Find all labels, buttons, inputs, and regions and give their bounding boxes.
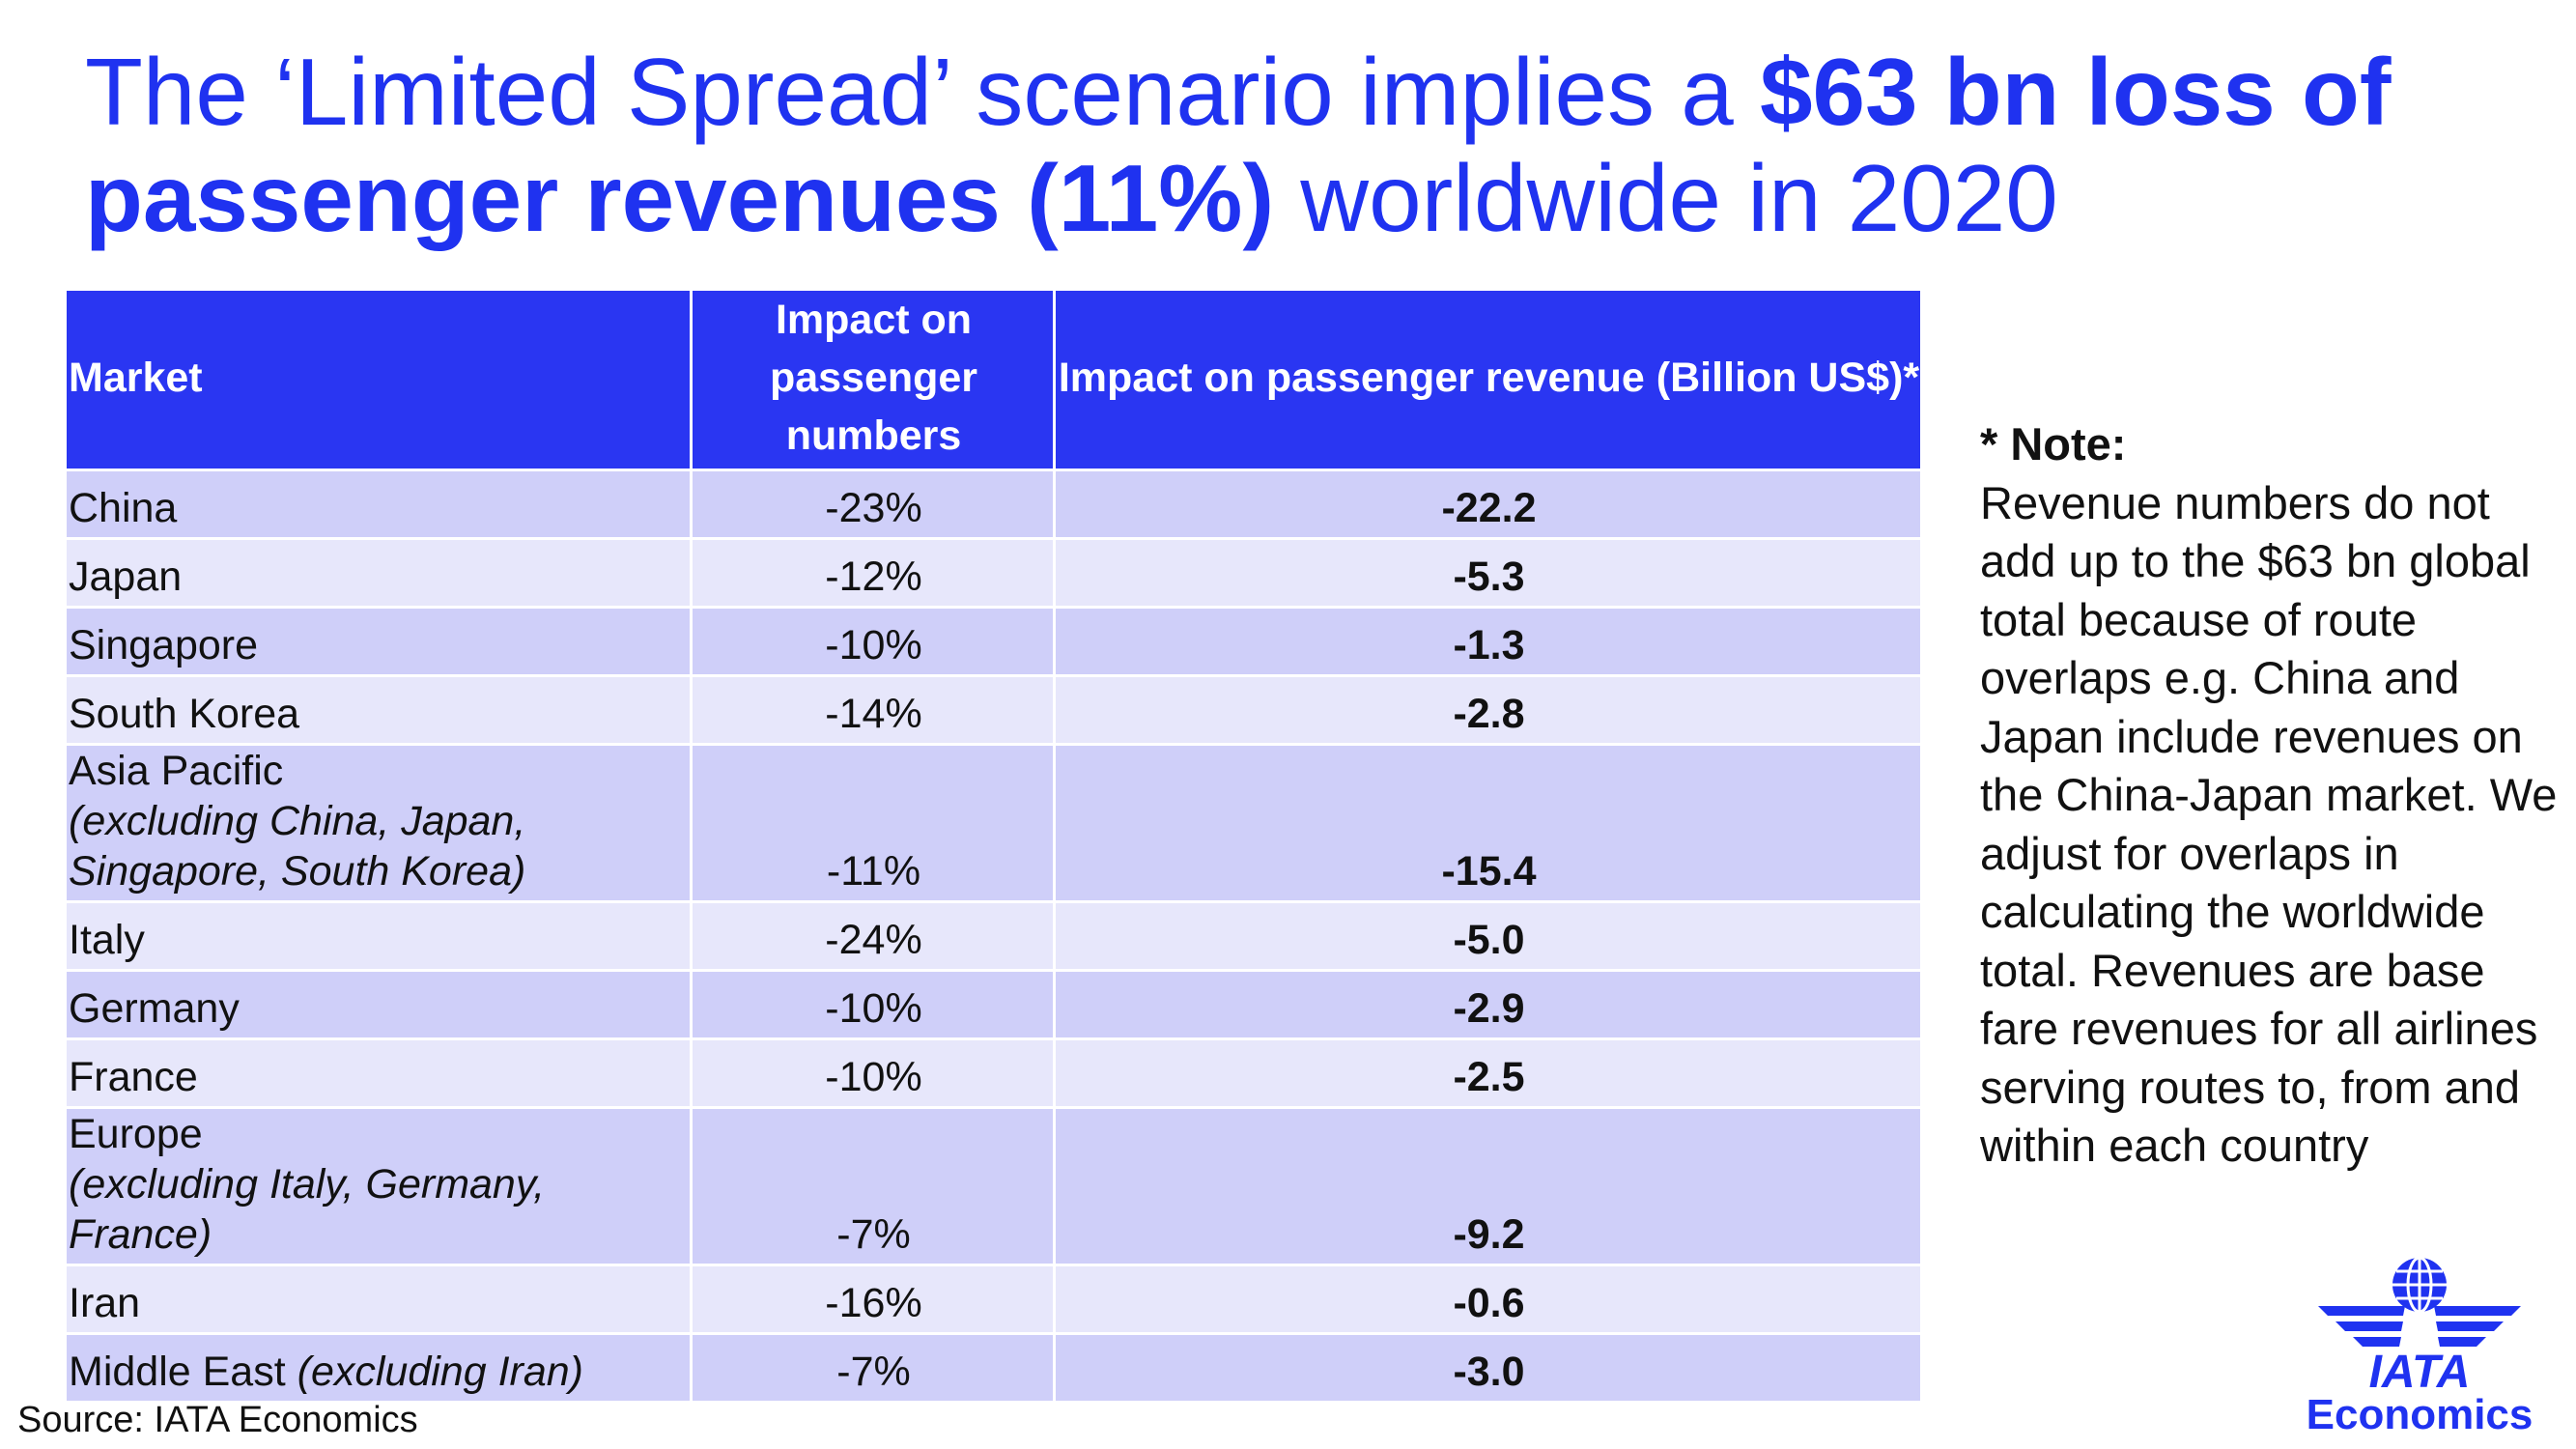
note-heading: * Note: bbox=[1980, 418, 2127, 469]
iata-globe-wings-icon: IATA bbox=[2318, 1256, 2521, 1391]
cell-passenger-numbers: -10% bbox=[690, 1037, 1056, 1109]
page-title: The ‘Limited Spread’ scenario implies a … bbox=[85, 39, 2500, 251]
table-row: Japan -12% -5.3 bbox=[64, 537, 1923, 609]
table-row: South Korea -14% -2.8 bbox=[64, 674, 1923, 746]
cell-passenger-revenue: -2.8 bbox=[1053, 674, 1923, 746]
table-body: China -23% -22.2 Japan -12% -5.3 Singapore -10%… bbox=[64, 469, 1923, 1404]
market-name: Middle East bbox=[69, 1349, 286, 1395]
cell-market: Europe (excluding Italy, Germany, France) bbox=[64, 1106, 693, 1266]
cell-market: Japan bbox=[64, 537, 693, 609]
cell-passenger-revenue: -22.2 bbox=[1053, 469, 1923, 540]
table-header-row: Market Impact on passenger numbers Impac… bbox=[64, 288, 1923, 471]
cell-passenger-revenue: -3.0 bbox=[1053, 1332, 1923, 1404]
table-row: France -10% -2.5 bbox=[64, 1037, 1923, 1109]
title-text-end: worldwide in 2020 bbox=[1274, 145, 2058, 251]
market-name: Europe bbox=[69, 1111, 203, 1157]
market-name: Germany bbox=[69, 985, 240, 1032]
market-name: China bbox=[69, 485, 178, 531]
header-passenger-numbers: Impact on passenger numbers bbox=[690, 288, 1056, 471]
cell-passenger-revenue: -9.2 bbox=[1053, 1106, 1923, 1266]
cell-market: Middle East (excluding Iran) bbox=[64, 1332, 693, 1404]
title-text: The ‘Limited Spread’ scenario implies a bbox=[85, 39, 1760, 145]
cell-market: France bbox=[64, 1037, 693, 1109]
header-market: Market bbox=[64, 288, 693, 471]
title-emphasis: $63 bn loss of passenger revenues (11%) bbox=[85, 39, 2392, 251]
note-box: * Note: Revenue numbers do not add up to… bbox=[1980, 415, 2560, 1176]
cell-passenger-numbers: -14% bbox=[690, 674, 1056, 746]
table-row: Middle East (excluding Iran) -7% -3.0 bbox=[64, 1332, 1923, 1404]
market-name: Singapore bbox=[69, 622, 259, 668]
cell-passenger-numbers: -12% bbox=[690, 537, 1056, 609]
table-row: Iran -16% -0.6 bbox=[64, 1264, 1923, 1335]
table-row: China -23% -22.2 bbox=[64, 469, 1923, 540]
logo-subtitle: Economics bbox=[2306, 1391, 2534, 1438]
market-name: Japan bbox=[69, 554, 183, 600]
source-caption: Source: IATA Economics bbox=[17, 1400, 418, 1440]
market-name: South Korea bbox=[69, 691, 300, 737]
market-qualifier: (excluding Iran) bbox=[297, 1349, 583, 1395]
note-body: Revenue numbers do not add up to the $63… bbox=[1980, 476, 2558, 1172]
cell-passenger-revenue: -5.0 bbox=[1053, 900, 1923, 972]
table-row: Singapore -10% -1.3 bbox=[64, 606, 1923, 677]
market-name: Italy bbox=[69, 917, 145, 963]
market-name: Asia Pacific bbox=[69, 748, 284, 794]
cell-passenger-numbers: -10% bbox=[690, 969, 1056, 1040]
market-name: Iran bbox=[69, 1280, 141, 1326]
cell-passenger-revenue: -5.3 bbox=[1053, 537, 1923, 609]
cell-market: Germany bbox=[64, 969, 693, 1040]
market-qualifier: (excluding Italy, Germany, France) bbox=[69, 1161, 546, 1258]
cell-passenger-numbers: -24% bbox=[690, 900, 1056, 972]
table-row: Italy -24% -5.0 bbox=[64, 900, 1923, 972]
market-qualifier: (excluding China, Japan, Singapore, Sout… bbox=[69, 798, 526, 895]
cell-market: South Korea bbox=[64, 674, 693, 746]
table-row: Europe (excluding Italy, Germany, France)… bbox=[64, 1106, 1923, 1266]
cell-passenger-numbers: -16% bbox=[690, 1264, 1056, 1335]
cell-market: Iran bbox=[64, 1264, 693, 1335]
cell-passenger-numbers: -7% bbox=[690, 1332, 1056, 1404]
iata-logo: IATA Economics bbox=[2299, 1256, 2540, 1444]
cell-passenger-revenue: -1.3 bbox=[1053, 606, 1923, 677]
cell-passenger-numbers: -10% bbox=[690, 606, 1056, 677]
iata-wordmark: IATA bbox=[2369, 1347, 2471, 1391]
header-passenger-revenue: Impact on passenger revenue (Billion US$… bbox=[1053, 288, 1923, 471]
cell-market: Asia Pacific (excluding China, Japan, Sin… bbox=[64, 743, 693, 903]
cell-market: China bbox=[64, 469, 693, 540]
cell-passenger-numbers: -7% bbox=[690, 1106, 1056, 1266]
market-name: France bbox=[69, 1054, 198, 1100]
cell-passenger-numbers: -23% bbox=[690, 469, 1056, 540]
table-row: Germany -10% -2.9 bbox=[64, 969, 1923, 1040]
cell-market: Singapore bbox=[64, 606, 693, 677]
cell-passenger-revenue: -0.6 bbox=[1053, 1264, 1923, 1335]
cell-passenger-revenue: -2.9 bbox=[1053, 969, 1923, 1040]
cell-passenger-revenue: -2.5 bbox=[1053, 1037, 1923, 1109]
impact-table: Market Impact on passenger numbers Impac… bbox=[64, 288, 1923, 1404]
table-row: Asia Pacific (excluding China, Japan, Sin… bbox=[64, 743, 1923, 903]
cell-passenger-revenue: -15.4 bbox=[1053, 743, 1923, 903]
cell-market: Italy bbox=[64, 900, 693, 972]
cell-passenger-numbers: -11% bbox=[690, 743, 1056, 903]
